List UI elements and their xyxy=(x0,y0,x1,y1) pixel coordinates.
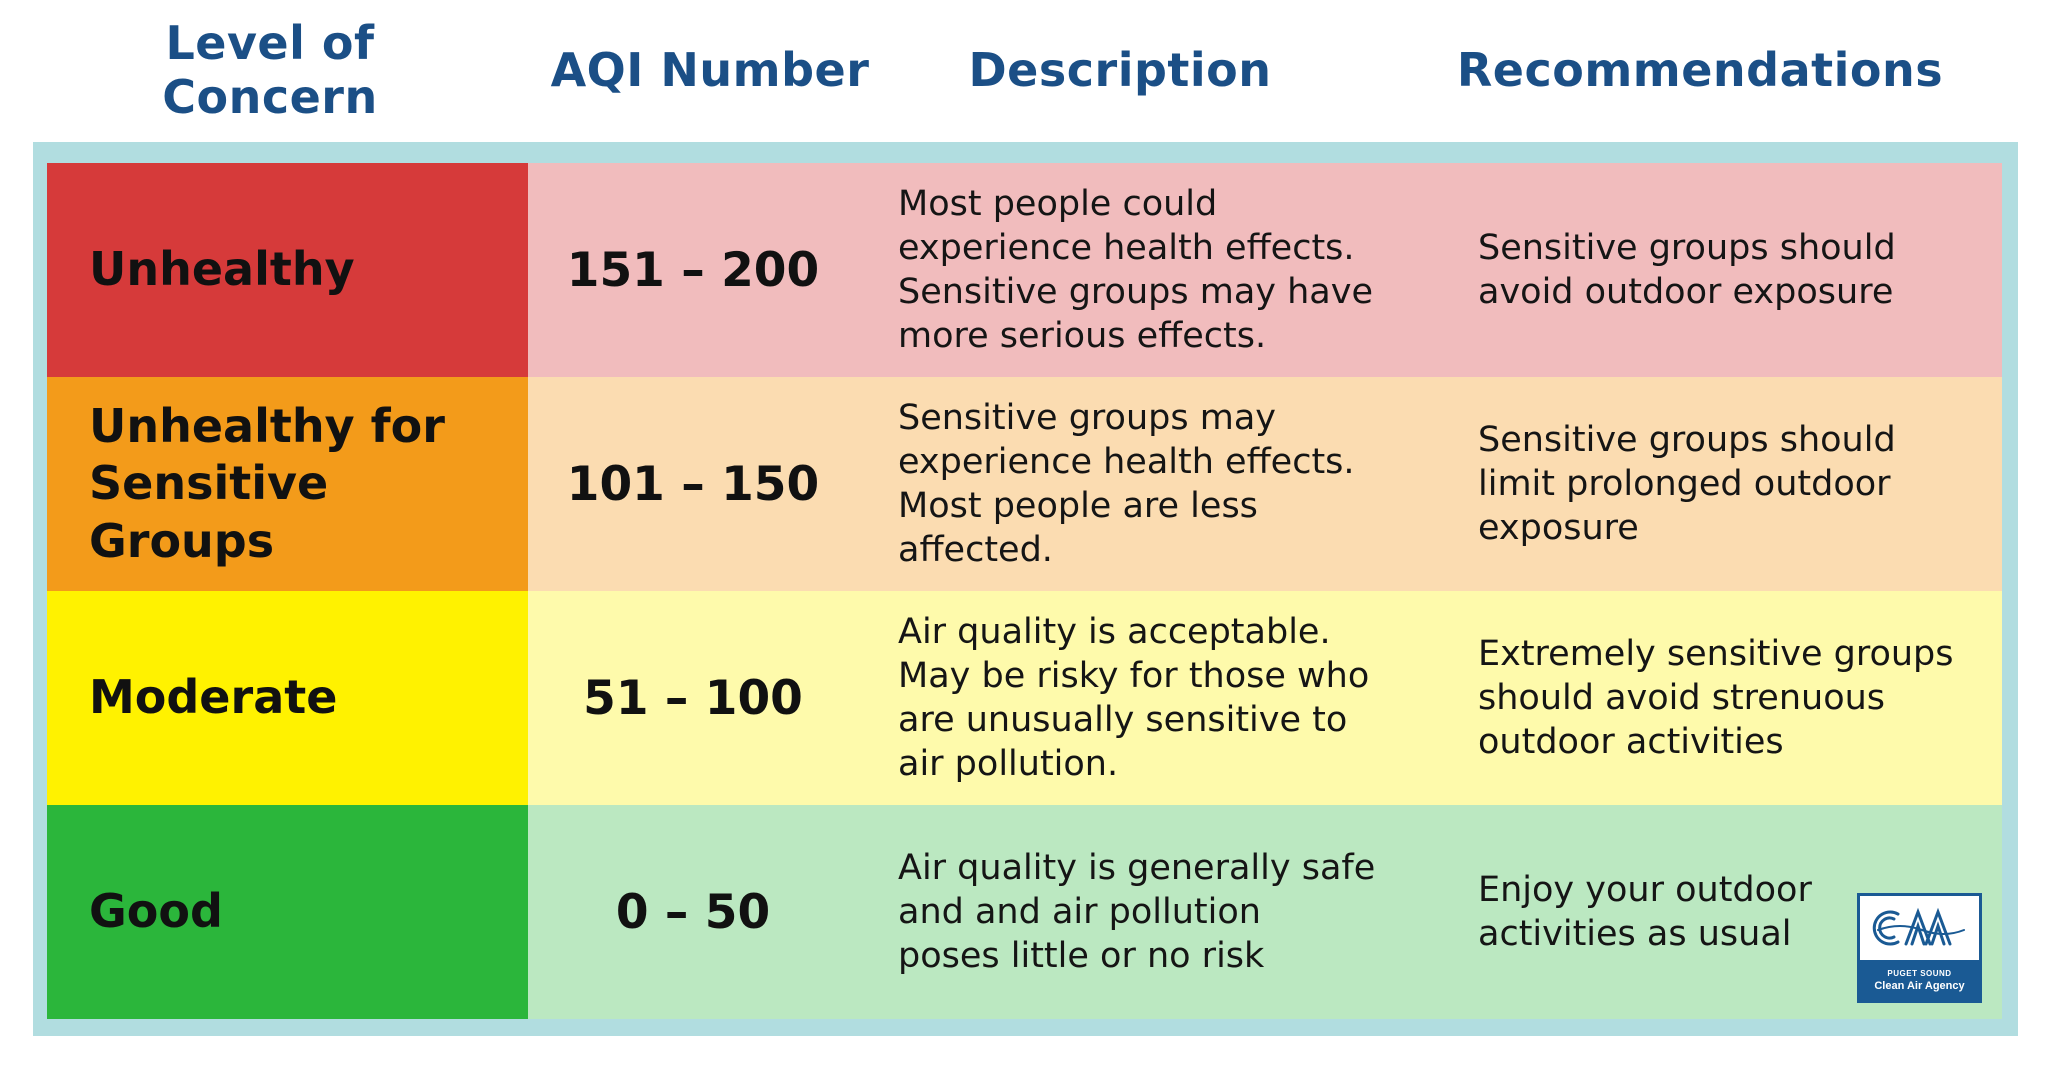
caa-logo-icon xyxy=(1860,896,1979,960)
aqi-range: 101 – 150 xyxy=(566,456,820,512)
row-content: 101 – 150 Sensitive groups may experienc… xyxy=(528,377,2002,591)
header-level-of-concern: Level of Concern xyxy=(162,15,378,124)
header-description: Description xyxy=(968,42,1272,97)
row-content: 151 – 200 Most people could experience h… xyxy=(528,163,2002,377)
description-text: Air quality is generally safe and and ai… xyxy=(898,848,1376,976)
recommendation-text: Sensitive groups should limit prolonged … xyxy=(1478,420,1896,548)
header-aqi-number: AQI Number xyxy=(550,42,870,97)
aqi-range: 51 – 100 xyxy=(583,670,803,726)
recommendation-text: Extremely sensitive groups should avoid … xyxy=(1478,634,1954,762)
aqi-range: 0 – 50 xyxy=(615,884,771,940)
table-row-good: Good 0 – 50 Air quality is generally saf… xyxy=(47,805,2002,1019)
table-row-unhealthy: Unhealthy 151 – 200 Most people could ex… xyxy=(47,163,2002,377)
row-content: 51 – 100 Air quality is acceptable. May … xyxy=(528,591,2002,805)
row-content: 0 – 50 Air quality is generally safe and… xyxy=(528,805,2002,1019)
clean-air-agency-logo: PUGET SOUND Clean Air Agency xyxy=(1857,893,1982,1003)
aqi-range: 151 – 200 xyxy=(566,242,820,298)
table-row-moderate: Moderate 51 – 100 Air quality is accepta… xyxy=(47,591,2002,805)
recommendation-text: Sensitive groups should avoid outdoor ex… xyxy=(1478,228,1896,312)
level-cell: Good xyxy=(47,805,528,1019)
aqi-table: Unhealthy 151 – 200 Most people could ex… xyxy=(47,163,2002,1019)
level-cell: Unhealthy xyxy=(47,163,528,377)
recommendation-text: Enjoy your outdoor activities as usual xyxy=(1478,870,1812,954)
description-text: Sensitive groups may experience health e… xyxy=(898,398,1355,570)
header-recommendations: Recommendations xyxy=(1456,42,1944,97)
logo-line2: Clean Air Agency xyxy=(1874,979,1965,992)
logo-band: PUGET SOUND Clean Air Agency xyxy=(1860,960,1979,1000)
logo-line1: PUGET SOUND xyxy=(1887,968,1952,978)
level-cell: Moderate xyxy=(47,591,528,805)
description-text: Air quality is acceptable. May be risky … xyxy=(898,612,1370,784)
level-cell: Unhealthy for Sensitive Groups xyxy=(47,377,528,591)
description-text: Most people could experience health effe… xyxy=(898,184,1373,356)
table-row-unhealthy-sensitive: Unhealthy for Sensitive Groups 101 – 150… xyxy=(47,377,2002,591)
